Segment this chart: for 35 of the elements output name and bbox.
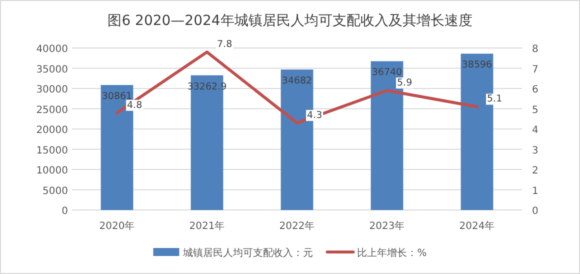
legend-label: 城镇居民人均可支配收入：元 <box>182 247 314 259</box>
y2-tick-label: 5 <box>532 104 538 116</box>
data-label: 34682 <box>282 76 312 87</box>
legend-label: 比上年增长：% <box>357 247 427 259</box>
y2-tick-label: 3 <box>532 145 538 156</box>
y-tick-label: 5000 <box>42 186 68 197</box>
y-tick-label: 15000 <box>36 145 68 156</box>
y-tick-label: 35000 <box>36 64 68 76</box>
y-tick-label: 30000 <box>36 84 68 96</box>
y-tick-label: 40000 <box>36 44 68 55</box>
y2-tick-label: 1 <box>532 186 538 197</box>
x-tick-label: 2020年 <box>99 220 135 232</box>
x-tick-label: 2023年 <box>369 220 405 232</box>
chart-title: 图6 2020—2024年城镇居民人均可支配收入及其增长速度 <box>108 13 472 29</box>
y-tick-label: 0 <box>62 206 68 217</box>
data-label: 38596 <box>462 60 492 71</box>
y2-tick-label: 8 <box>532 44 538 55</box>
y2-tick-label: 4 <box>532 125 538 136</box>
y2-tick-label: 6 <box>532 84 538 96</box>
y2-tick-label: 0 <box>532 206 538 217</box>
data-label: 4.3 <box>307 110 322 121</box>
data-label: 4.8 <box>127 100 142 111</box>
y2-tick-label: 7 <box>532 64 538 76</box>
x-tick-label: 2022年 <box>279 220 315 232</box>
y-tick-label: 25000 <box>36 104 68 116</box>
data-label: 5.1 <box>487 94 502 105</box>
data-label: 5.9 <box>397 78 412 89</box>
y-tick-label: 20000 <box>36 125 68 136</box>
data-label: 7.8 <box>217 39 232 50</box>
x-tick-label: 2024年 <box>459 220 495 232</box>
data-label: 36740 <box>372 67 402 78</box>
y-tick-label: 10000 <box>36 166 68 176</box>
x-tick-label: 2021年 <box>189 220 225 232</box>
y2-tick-label: 2 <box>532 166 538 176</box>
data-label: 30861 <box>102 91 132 102</box>
